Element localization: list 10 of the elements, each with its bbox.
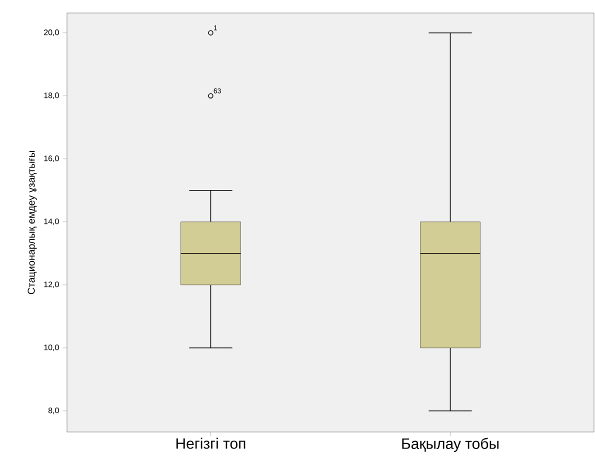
y-tick-label: 10,0 xyxy=(44,344,59,352)
y-tick-label: 14,0 xyxy=(44,218,59,226)
y-axis-title: Стационарлық емдеу ұзақтығы xyxy=(28,151,37,294)
x-tick-label: Бақылау тобы xyxy=(402,438,499,452)
y-tick-label: 18,0 xyxy=(44,92,59,100)
x-tick-label: Негізгі топ xyxy=(176,438,246,449)
y-tick-label: 8,0 xyxy=(48,408,59,414)
y-tick-label: 16,0 xyxy=(44,156,59,162)
y-tick-label: 20,0 xyxy=(44,30,59,36)
y-tick-label: 12,0 xyxy=(44,282,59,288)
